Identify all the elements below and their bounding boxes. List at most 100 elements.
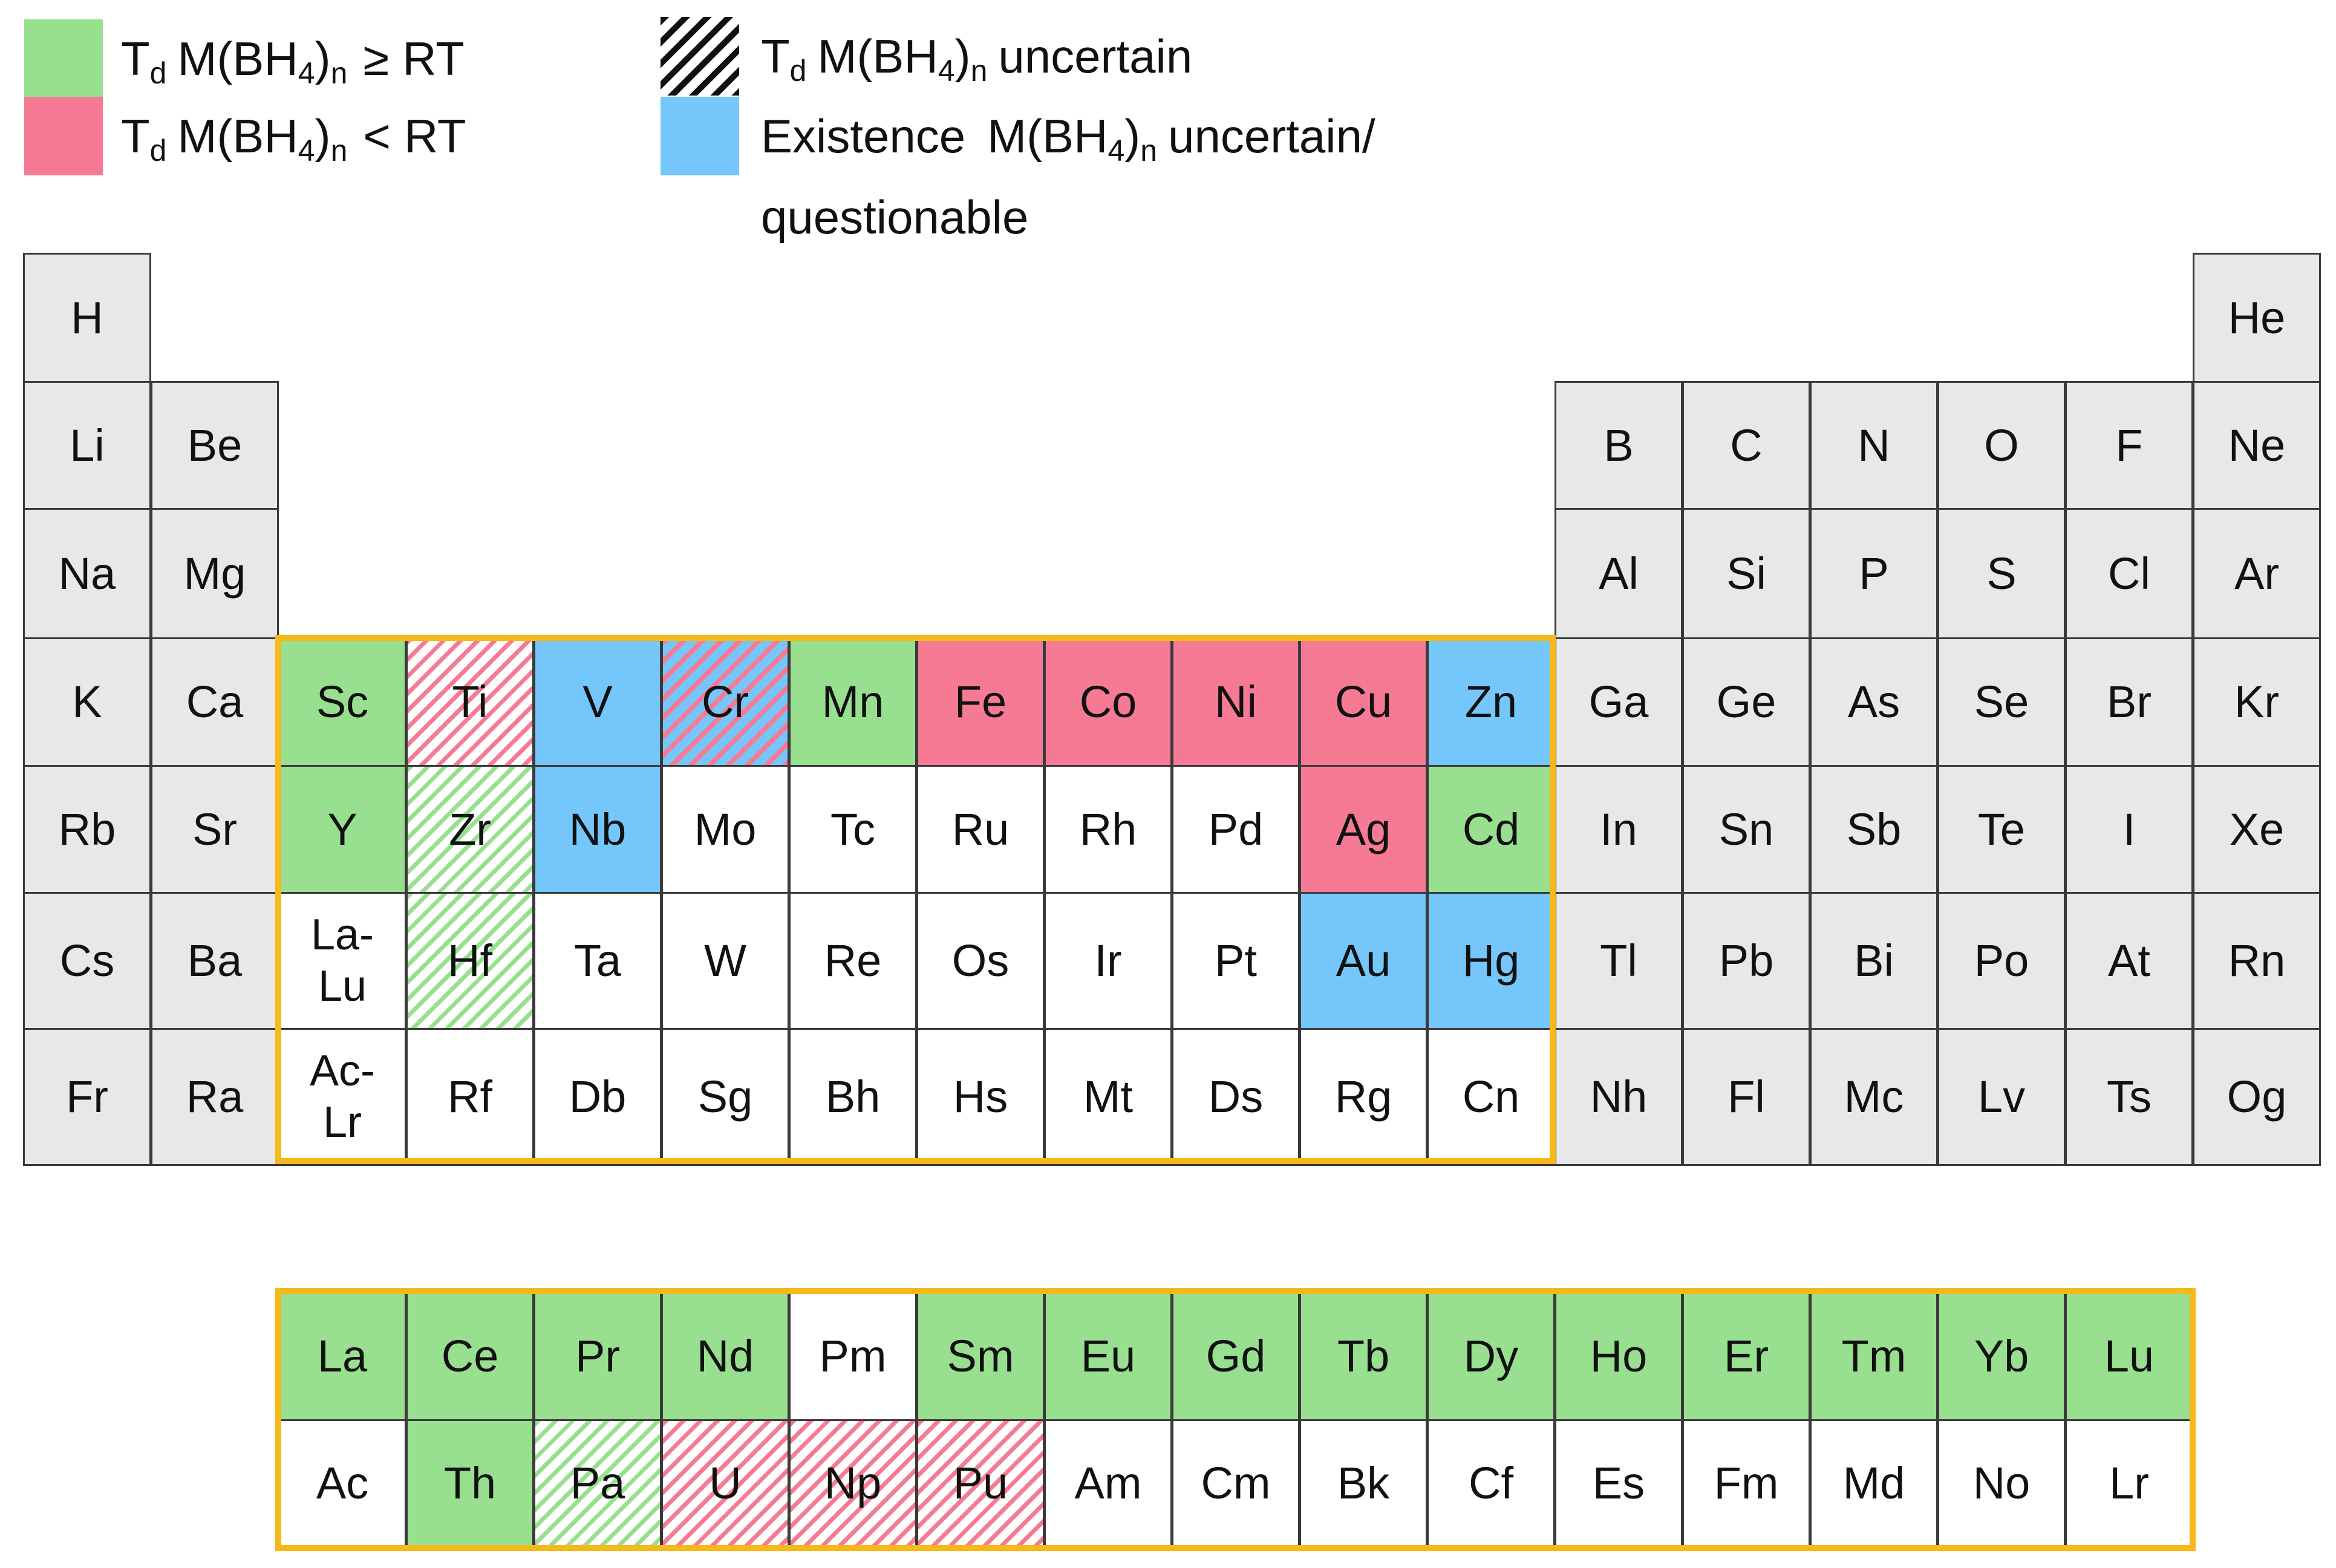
element-cell-mn: Mn — [789, 637, 917, 767]
element-cell-pr: Pr — [533, 1292, 662, 1421]
element-cell-ar: Ar — [2193, 508, 2321, 639]
element-cell-am: Am — [1044, 1419, 1172, 1547]
element-cell-pm: Pm — [789, 1292, 917, 1421]
element-cell-c: C — [1682, 381, 1810, 510]
element-cell-be: Be — [151, 381, 279, 510]
element-cell-lv: Lv — [1937, 1028, 2066, 1166]
element-cell-db: Db — [533, 1028, 662, 1166]
element-cell-sn: Sn — [1682, 765, 1810, 894]
element-cell-nd: Nd — [661, 1292, 789, 1421]
element-cell-k: K — [23, 637, 151, 767]
element-cell-la: La — [278, 1292, 406, 1421]
element-cell-rg: Rg — [1299, 1028, 1427, 1166]
element-cell-ra: Ra — [151, 1028, 279, 1166]
element-cell-hg: Hg — [1427, 892, 1555, 1030]
element-cell-cd: Cd — [1427, 765, 1555, 894]
element-cell-tm: Tm — [1810, 1292, 1938, 1421]
element-cell-n: N — [1810, 381, 1938, 510]
element-cell-fm: Fm — [1682, 1419, 1810, 1547]
element-cell-y: Y — [278, 765, 406, 894]
element-cell-th: Th — [406, 1419, 534, 1547]
element-cell-cs: Cs — [23, 892, 151, 1030]
element-cell-ag: Ag — [1299, 765, 1427, 894]
element-cell-cf: Cf — [1427, 1419, 1555, 1547]
element-cell-au: Au — [1299, 892, 1427, 1030]
element-cell-og: Og — [2193, 1028, 2321, 1166]
element-cell-eu: Eu — [1044, 1292, 1172, 1421]
legend-swatch-blue — [661, 97, 739, 175]
element-cell-he: He — [2193, 253, 2321, 383]
element-cell-mt: Mt — [1044, 1028, 1172, 1166]
element-cell-ta: Ta — [533, 892, 662, 1030]
element-cell-lr: Lr — [2065, 1419, 2193, 1547]
element-cell-br: Br — [2065, 637, 2193, 767]
element-cell-ge: Ge — [1682, 637, 1810, 767]
element-cell-h: H — [23, 253, 151, 383]
element-cell-ga: Ga — [1555, 637, 1683, 767]
element-cell-cr: Cr — [661, 637, 789, 767]
element-cell-se: Se — [1937, 637, 2066, 767]
element-cell-es: Es — [1555, 1419, 1683, 1547]
element-cell-co: Co — [1044, 637, 1172, 767]
element-cell-ir: Ir — [1044, 892, 1172, 1030]
element-cell-tb: Tb — [1299, 1292, 1427, 1421]
legend-swatch-green — [24, 19, 103, 98]
element-cell-u: U — [661, 1419, 789, 1547]
element-cell-mo: Mo — [661, 765, 789, 894]
element-cell-np: Np — [789, 1419, 917, 1547]
element-cell-lu: Lu — [2065, 1292, 2193, 1421]
element-cell-al: Al — [1555, 508, 1683, 639]
element-cell-yb: Yb — [1937, 1292, 2066, 1421]
element-cell-rf: Rf — [406, 1028, 534, 1166]
element-cell-si: Si — [1682, 508, 1810, 639]
element-cell-mc: Mc — [1810, 1028, 1938, 1166]
element-cell-zn: Zn — [1427, 637, 1555, 767]
element-cell-ho: Ho — [1555, 1292, 1683, 1421]
element-cell-sr: Sr — [151, 765, 279, 894]
element-cell-rh: Rh — [1044, 765, 1172, 894]
legend-label-td-uncertain: Td M(BH4)n uncertain — [761, 30, 1193, 88]
element-cell-s: S — [1937, 508, 2066, 639]
element-cell-as: As — [1810, 637, 1938, 767]
element-cell-b: B — [1555, 381, 1683, 510]
element-cell-ac-lr: Ac- Lr — [278, 1028, 406, 1166]
element-cell-sm: Sm — [916, 1292, 1045, 1421]
element-cell-bh: Bh — [789, 1028, 917, 1166]
element-cell-ds: Ds — [1172, 1028, 1300, 1166]
element-cell-la-lu: La- Lu — [278, 892, 406, 1030]
element-cell-li: Li — [23, 381, 151, 510]
element-cell-os: Os — [916, 892, 1045, 1030]
element-cell-at: At — [2065, 892, 2193, 1030]
element-cell-cn: Cn — [1427, 1028, 1555, 1166]
element-cell-ca: Ca — [151, 637, 279, 767]
element-cell-ne: Ne — [2193, 381, 2321, 510]
element-cell-pa: Pa — [533, 1419, 662, 1547]
legend-swatch-hatched — [661, 17, 739, 96]
legend-label-td-below-rt: Td M(BH4)n < RT — [121, 109, 466, 168]
element-cell-bk: Bk — [1299, 1419, 1427, 1547]
element-cell-ni: Ni — [1172, 637, 1300, 767]
element-cell-te: Te — [1937, 765, 2066, 894]
element-cell-tl: Tl — [1555, 892, 1683, 1030]
element-cell-xe: Xe — [2193, 765, 2321, 894]
element-cell-in: In — [1555, 765, 1683, 894]
element-cell-sg: Sg — [661, 1028, 789, 1166]
element-cell-dy: Dy — [1427, 1292, 1555, 1421]
element-cell-sc: Sc — [278, 637, 406, 767]
legend-label-existence-uncertain: Existence M(BH4)n uncertain/ — [761, 109, 1375, 168]
element-cell-zr: Zr — [406, 765, 534, 894]
element-cell-pt: Pt — [1172, 892, 1300, 1030]
element-cell-i: I — [2065, 765, 2193, 894]
element-cell-md: Md — [1810, 1419, 1938, 1547]
element-cell-w: W — [661, 892, 789, 1030]
element-cell-nb: Nb — [533, 765, 662, 894]
element-cell-hf: Hf — [406, 892, 534, 1030]
element-cell-fr: Fr — [23, 1028, 151, 1166]
element-cell-kr: Kr — [2193, 637, 2321, 767]
element-cell-ts: Ts — [2065, 1028, 2193, 1166]
element-cell-sb: Sb — [1810, 765, 1938, 894]
element-cell-f: F — [2065, 381, 2193, 510]
legend-label-questionable: questionable — [761, 190, 1029, 244]
element-cell-o: O — [1937, 381, 2066, 510]
